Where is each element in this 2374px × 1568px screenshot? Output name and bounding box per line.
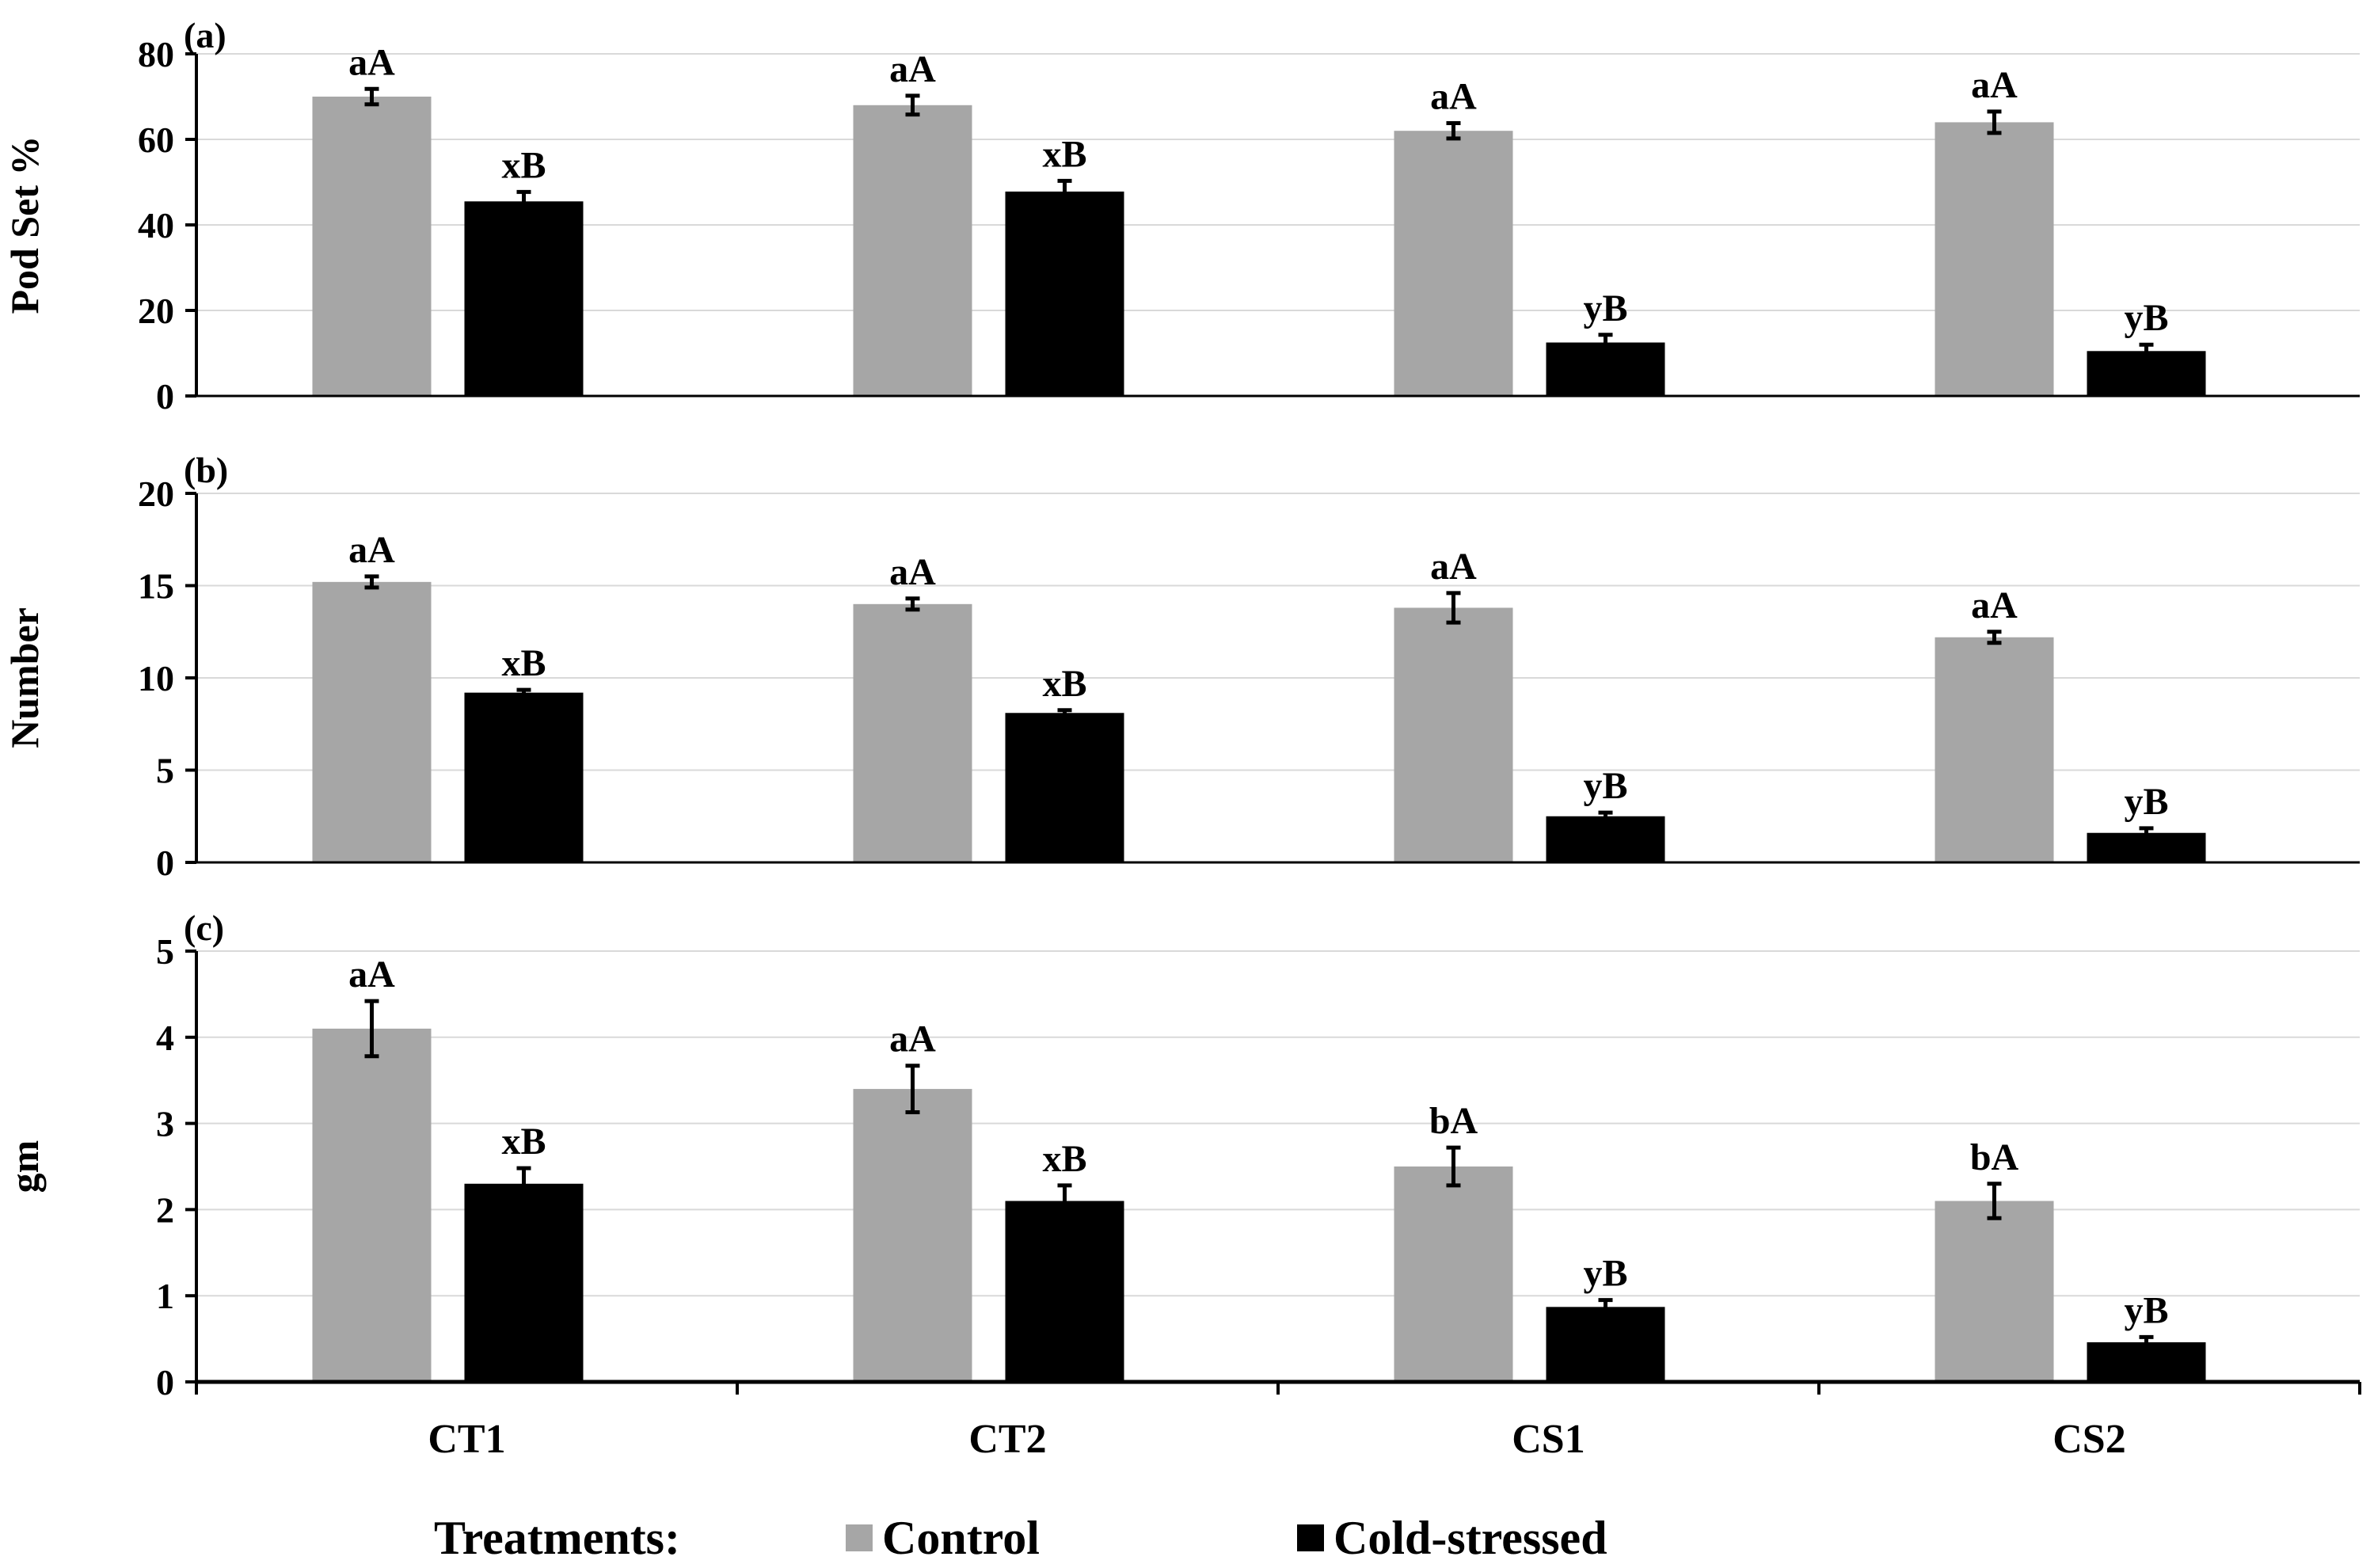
legend-title: Treatments: bbox=[434, 1512, 680, 1564]
significance-label: xB bbox=[1042, 1138, 1086, 1180]
y-tick-label: 80 bbox=[138, 34, 174, 74]
legend-label: Cold-stressed bbox=[1333, 1512, 1607, 1564]
y-tick-label: 4 bbox=[156, 1018, 174, 1058]
bar bbox=[312, 1028, 432, 1382]
bar bbox=[1546, 1307, 1665, 1382]
significance-label: xB bbox=[501, 144, 546, 186]
significance-label: xB bbox=[1042, 663, 1086, 705]
legend-swatch bbox=[846, 1524, 873, 1551]
significance-label: yB bbox=[2124, 297, 2168, 339]
significance-label: yB bbox=[1583, 1253, 1627, 1295]
legend-label: Control bbox=[882, 1512, 1040, 1564]
significance-label: bA bbox=[1429, 1100, 1478, 1142]
y-tick-label: 1 bbox=[156, 1276, 174, 1316]
bar bbox=[1935, 1201, 2054, 1382]
significance-label: xB bbox=[501, 642, 546, 684]
significance-label: aA bbox=[889, 48, 936, 90]
bar bbox=[853, 105, 972, 397]
bar bbox=[464, 201, 584, 396]
bar bbox=[1394, 131, 1513, 396]
significance-label: yB bbox=[1583, 287, 1627, 329]
bar bbox=[853, 1089, 972, 1382]
bar bbox=[1005, 713, 1124, 862]
x-tick-label: CT2 bbox=[968, 1417, 1046, 1462]
y-tick-label: 20 bbox=[138, 474, 174, 514]
bar bbox=[312, 581, 432, 862]
significance-label: aA bbox=[348, 41, 395, 83]
y-axis-title: Number bbox=[2, 607, 47, 748]
y-tick-label: 3 bbox=[156, 1104, 174, 1144]
x-tick-label: CS1 bbox=[1512, 1417, 1585, 1462]
y-tick-label: 0 bbox=[156, 376, 174, 417]
y-tick-label: 15 bbox=[138, 566, 174, 607]
x-tick-label: CS2 bbox=[2053, 1417, 2125, 1462]
significance-label: aA bbox=[889, 551, 936, 593]
bar bbox=[312, 97, 432, 396]
significance-label: aA bbox=[348, 529, 395, 571]
significance-label: xB bbox=[501, 1121, 546, 1163]
bar bbox=[853, 603, 972, 862]
significance-label: aA bbox=[1971, 584, 2018, 626]
significance-label: aA bbox=[889, 1018, 936, 1060]
y-tick-label: 0 bbox=[156, 843, 174, 883]
significance-label: yB bbox=[2124, 1289, 2168, 1331]
panel-label: (b) bbox=[184, 450, 228, 490]
bar bbox=[1394, 1166, 1513, 1382]
bar bbox=[1005, 1201, 1124, 1382]
bar bbox=[1394, 607, 1513, 862]
y-tick-label: 20 bbox=[138, 291, 174, 331]
significance-label: yB bbox=[2124, 781, 2168, 823]
bar bbox=[464, 692, 584, 862]
panel-label: (c) bbox=[184, 908, 224, 948]
bar bbox=[1935, 637, 2054, 862]
y-tick-label: 2 bbox=[156, 1189, 174, 1230]
x-tick-label: CT1 bbox=[428, 1417, 505, 1462]
legend-swatch bbox=[1297, 1524, 1324, 1551]
y-tick-label: 40 bbox=[138, 205, 174, 245]
bar bbox=[1005, 191, 1124, 396]
bar bbox=[1935, 122, 2054, 396]
bar bbox=[464, 1183, 584, 1382]
y-tick-label: 10 bbox=[138, 658, 174, 698]
significance-label: bA bbox=[1970, 1136, 2019, 1178]
y-tick-label: 60 bbox=[138, 120, 174, 160]
significance-label: yB bbox=[1583, 765, 1627, 807]
significance-label: aA bbox=[1430, 75, 1477, 117]
y-tick-label: 5 bbox=[156, 931, 174, 972]
y-tick-label: 0 bbox=[156, 1362, 174, 1402]
y-axis-title: gm bbox=[2, 1140, 47, 1193]
y-axis-title: Pod Set % bbox=[2, 136, 47, 314]
significance-label: aA bbox=[1430, 546, 1477, 588]
bar bbox=[1546, 816, 1665, 862]
y-tick-label: 5 bbox=[156, 751, 174, 791]
significance-label: aA bbox=[1971, 64, 2018, 106]
significance-label: aA bbox=[348, 953, 395, 995]
significance-label: xB bbox=[1042, 133, 1086, 175]
panel-label: (a) bbox=[184, 15, 226, 55]
